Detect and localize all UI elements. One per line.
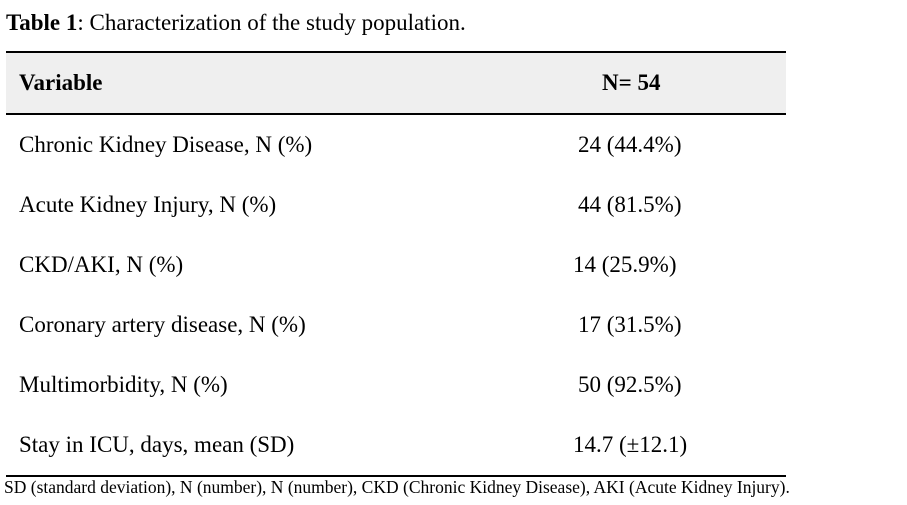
table-caption: Table 1: Characterization of the study p… [6, 8, 466, 38]
table-top-rule [6, 51, 786, 53]
table-row: CKD/AKI, N (%) 14 (25.9%) [6, 235, 786, 295]
row-value: 44 (81.5%) [578, 192, 682, 217]
table-footnote: SD (standard deviation), N (number), N (… [4, 477, 790, 497]
table-row: Multimorbidity, N (%) 50 (92.5%) [6, 355, 786, 415]
table-row: Coronary artery disease, N (%) 17 (31.5%… [6, 295, 786, 355]
row-variable: Chronic Kidney Disease, N (%) [19, 132, 313, 157]
row-value: 14.7 (±12.1) [573, 432, 688, 457]
table-caption-label: Table 1 [6, 10, 78, 35]
row-variable: Coronary artery disease, N (%) [19, 312, 306, 337]
row-value: 50 (92.5%) [578, 372, 682, 397]
table-row: Stay in ICU, days, mean (SD) 14.7 (±12.1… [6, 415, 786, 475]
table-row: Chronic Kidney Disease, N (%) 24 (44.4%) [6, 115, 786, 175]
row-value: 17 (31.5%) [578, 312, 682, 337]
row-value: 24 (44.4%) [578, 132, 682, 157]
header-variable: Variable [19, 70, 103, 95]
row-variable: Multimorbidity, N (%) [19, 372, 228, 397]
row-variable: CKD/AKI, N (%) [19, 252, 184, 277]
table-bottom-rule [6, 475, 786, 477]
table-header-rule [6, 113, 786, 115]
row-variable: Acute Kidney Injury, N (%) [19, 192, 277, 217]
table-caption-text: : Characterization of the study populati… [77, 10, 466, 35]
row-variable: Stay in ICU, days, mean (SD) [19, 432, 295, 457]
header-value: N= 54 [602, 70, 661, 95]
population-table: Variable N= 54 Chronic Kidney Disease, N… [6, 51, 786, 477]
table-row: Acute Kidney Injury, N (%) 44 (81.5%) [6, 175, 786, 235]
table-header-row: Variable N= 54 [6, 53, 786, 113]
row-value: 14 (25.9%) [573, 252, 677, 277]
